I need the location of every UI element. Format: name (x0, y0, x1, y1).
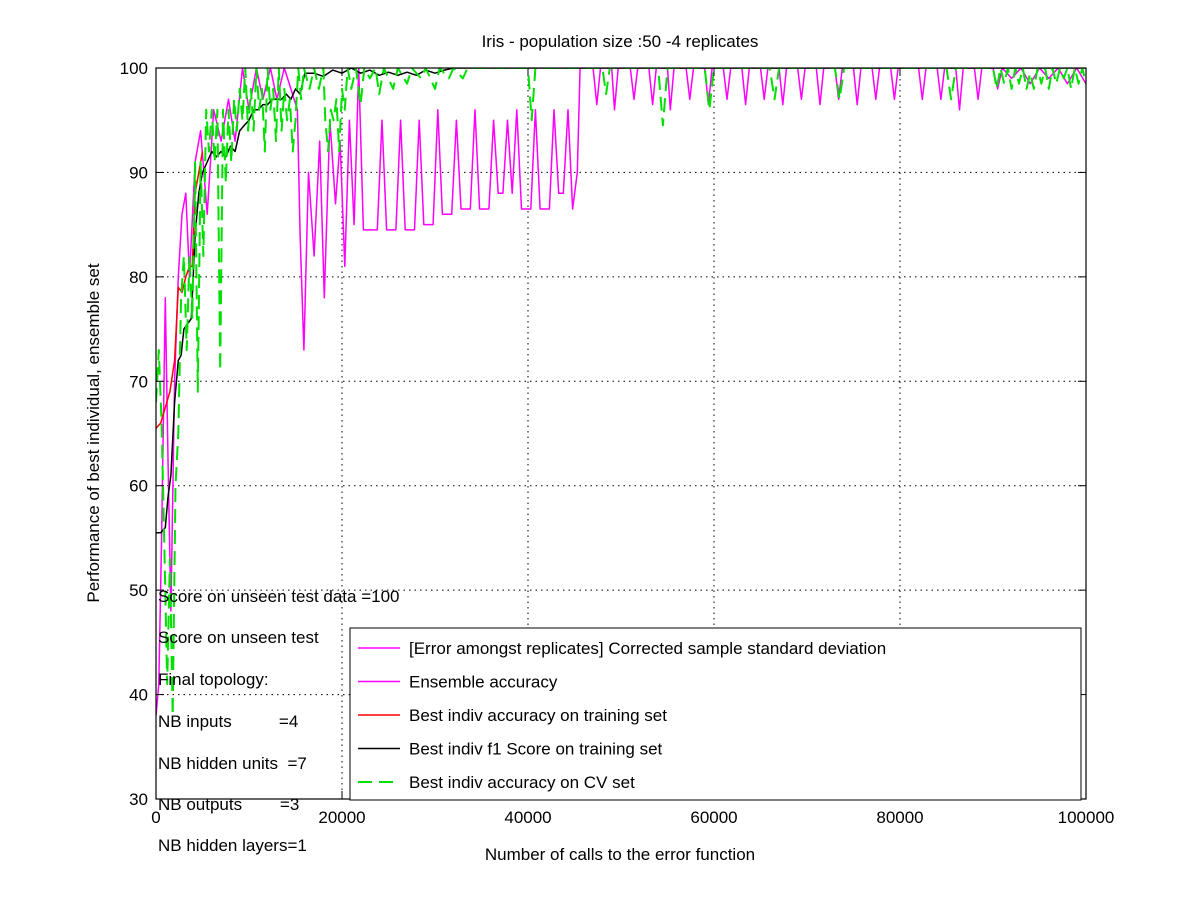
series-line-4 (156, 68, 1086, 717)
x-tick-label: 100000 (1058, 808, 1115, 827)
y-tick-label: 80 (129, 268, 148, 287)
series-line-1 (188, 68, 1086, 351)
y-tick-label: 70 (129, 372, 148, 391)
annotation-block: Score on unseen test data =100 Score on … (158, 587, 400, 855)
legend-label-2: Best indiv accuracy on training set (409, 706, 667, 725)
annotation-test-score: Score on unseen test data =100 (158, 587, 400, 606)
y-tick-label: 40 (129, 686, 148, 705)
x-tick-label: 80000 (876, 808, 923, 827)
annotation-nb-outputs: NB outputs =3 (158, 795, 299, 814)
legend-label-4: Best indiv accuracy on CV set (409, 773, 635, 792)
annotation-final-topology: Final topology: (158, 670, 269, 689)
y-tick-label: 50 (129, 581, 148, 600)
y-tick-label: 30 (129, 790, 148, 809)
legend: [Error amongst replicates] Corrected sam… (349, 627, 1082, 801)
x-axis-label: Number of calls to the error function (485, 845, 755, 864)
annotation-nb-hidden-layers: NB hidden layers=1 (158, 836, 307, 855)
chart-title: Iris - population size :50 -4 replicates (482, 32, 759, 51)
legend-label-1: Ensemble accuracy (409, 673, 558, 692)
annotation-nb-hidden-units: NB hidden units =7 (158, 754, 307, 773)
series-line-0 (156, 192, 191, 716)
legend-label-3: Best indiv f1 Score on training set (409, 740, 663, 759)
axis-ticks: 0 20000 40000 60000 80000 100000 30 40 50 60 70 80 9… (120, 59, 1115, 827)
y-tick-label: 60 (129, 477, 148, 496)
legend-box (349, 627, 1082, 801)
annotation-nb-inputs: NB inputs =4 (158, 712, 298, 731)
x-tick-label: 20000 (318, 808, 365, 827)
x-tick-label: 0 (151, 808, 160, 827)
legend-label-0: [Error amongst replicates] Corrected sam… (409, 639, 886, 658)
y-tick-label: 100 (120, 59, 148, 78)
y-tick-label: 90 (129, 163, 148, 182)
annotation-test-score-truncated: Score on unseen test (158, 628, 319, 647)
x-tick-label: 40000 (504, 808, 551, 827)
y-axis-label: Performance of best individual, ensemble… (84, 263, 103, 603)
series-layer (156, 68, 1086, 717)
x-tick-label: 60000 (690, 808, 737, 827)
legend-items: [Error amongst replicates] Corrected sam… (358, 639, 886, 792)
